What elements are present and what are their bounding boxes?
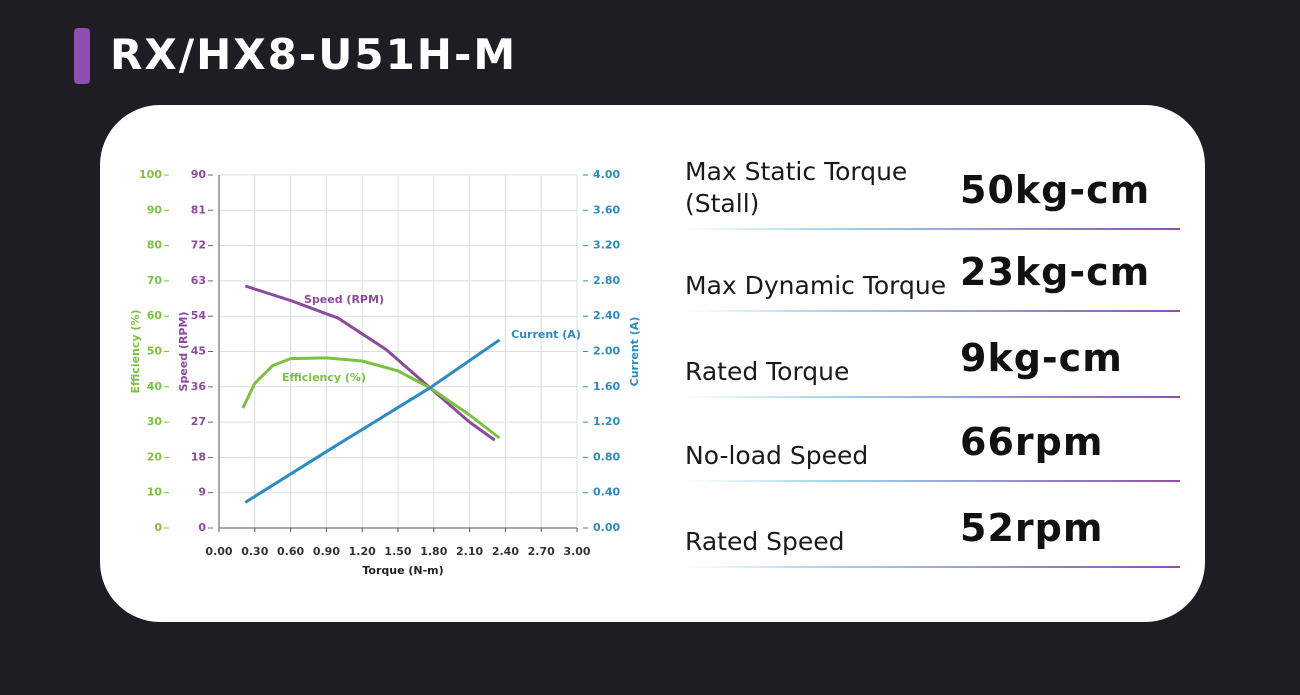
y2-tick-label: 0.00 [593, 521, 620, 534]
spec-divider [685, 228, 1180, 230]
series-line [244, 338, 501, 504]
y-tick-label: 18 [191, 450, 206, 463]
y3-tick-label: 60 [147, 309, 163, 322]
y3-tick-label: 30 [147, 415, 163, 428]
spec-row: Rated Torque 9kg-cm [685, 318, 1180, 398]
y3-tick-label: 50 [147, 345, 163, 358]
x-tick-label: 3.00 [563, 545, 590, 558]
x-tick-label: 1.80 [420, 545, 447, 558]
spec-divider [685, 480, 1180, 482]
spec-value: 52rpm [960, 506, 1104, 550]
series-label: Current (A) [511, 328, 581, 341]
y3-tick-label: 80 [147, 239, 163, 252]
spec-label: Max Static Torque (Stall) [685, 157, 908, 218]
spec-row: Rated Speed 52rpm [685, 488, 1180, 568]
y-tick-label: 72 [191, 239, 206, 252]
y2-tick-label: 2.80 [593, 274, 620, 287]
x-tick-label: 0.30 [241, 545, 268, 558]
spec-label: No-load Speed [685, 441, 869, 470]
x-tick-label: 2.40 [492, 545, 519, 558]
series-label: Efficiency (%) [282, 371, 366, 384]
y2-tick-label: 0.40 [593, 486, 620, 499]
y2-tick-label: 2.00 [593, 345, 620, 358]
series-line [244, 284, 496, 442]
y-tick-label: 45 [191, 345, 206, 358]
series-label: Speed (RPM) [304, 293, 384, 306]
y-tick-label: 90 [191, 168, 207, 181]
x-tick-label: 0.00 [205, 545, 232, 558]
spec-divider [685, 566, 1180, 568]
y-tick-label: 0 [198, 521, 206, 534]
y2-tick-label: 3.20 [593, 239, 620, 252]
page-title: RX/HX8-U51H-M [110, 30, 518, 79]
y-tick-label: 36 [191, 380, 207, 393]
spec-label: Max Dynamic Torque [685, 271, 947, 300]
y-tick-label: 9 [198, 486, 206, 499]
y-tick-label: 27 [191, 415, 206, 428]
y3-axis-title: Efficiency (%) [129, 310, 142, 394]
x-tick-label: 2.10 [456, 545, 483, 558]
x-tick-label: 1.50 [384, 545, 411, 558]
spec-row: No-load Speed 66rpm [685, 402, 1180, 482]
series-line [241, 356, 501, 440]
spec-value: 50kg-cm [960, 168, 1151, 212]
y-axis-title: Speed (RPM) [177, 312, 190, 392]
title-accent [74, 28, 90, 84]
y-tick-label: 63 [191, 274, 206, 287]
y3-tick-label: 40 [147, 380, 163, 393]
spec-divider [685, 310, 1180, 312]
y2-tick-label: 2.40 [593, 309, 620, 322]
y3-tick-label: 70 [147, 274, 163, 287]
y-tick-label: 81 [191, 203, 206, 216]
x-tick-label: 2.70 [528, 545, 555, 558]
x-tick-label: 0.90 [313, 545, 340, 558]
y2-tick-label: 1.60 [593, 380, 620, 393]
x-axis-title: Torque (N-m) [362, 564, 443, 577]
y3-tick-label: 0 [154, 521, 162, 534]
y-tick-label: 54 [191, 309, 207, 322]
spec-value: 9kg-cm [960, 336, 1123, 380]
spec-label: Rated Speed [685, 527, 845, 556]
spec-row: Max Dynamic Torque 23kg-cm [685, 232, 1180, 312]
spec-row: Max Static Torque (Stall) 50kg-cm [685, 150, 1180, 230]
x-tick-label: 0.60 [277, 545, 304, 558]
y2-tick-label: 4.00 [593, 168, 620, 181]
spec-divider [685, 396, 1180, 398]
y2-tick-label: 0.80 [593, 450, 620, 463]
spec-value: 66rpm [960, 420, 1104, 464]
y2-tick-label: 1.20 [593, 415, 620, 428]
y3-tick-label: 10 [147, 486, 163, 499]
y2-axis-title: Current (A) [628, 317, 641, 387]
y3-tick-label: 90 [147, 203, 163, 216]
x-tick-label: 1.20 [349, 545, 376, 558]
y3-tick-label: 100 [139, 168, 162, 181]
spec-value: 23kg-cm [960, 250, 1151, 294]
y3-tick-label: 20 [147, 450, 163, 463]
spec-label: Rated Torque [685, 357, 850, 386]
y2-tick-label: 3.60 [593, 203, 620, 216]
